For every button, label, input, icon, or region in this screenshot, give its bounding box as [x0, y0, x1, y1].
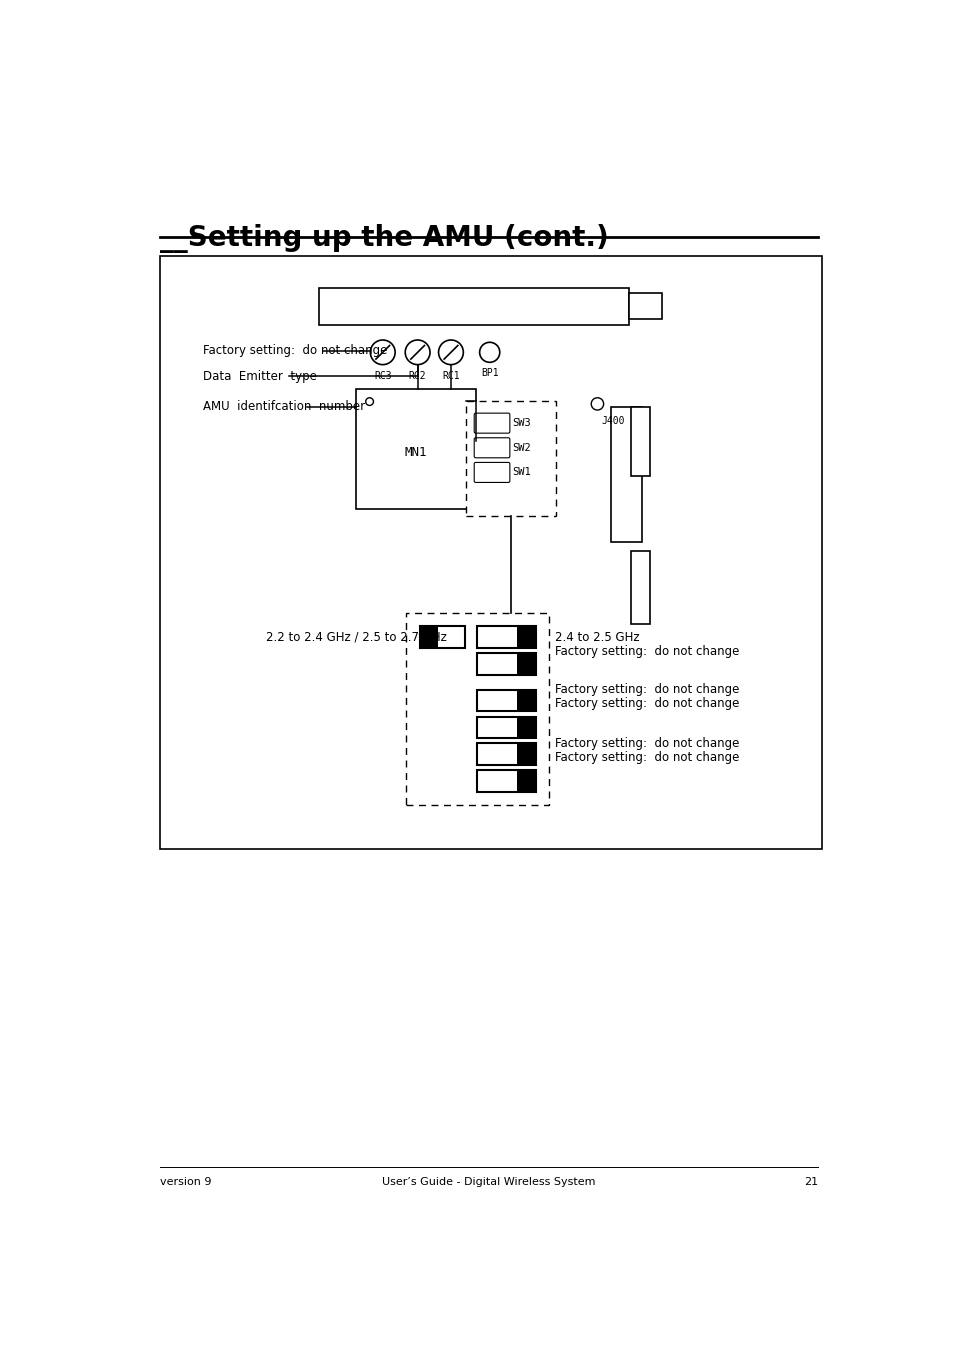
Text: 21: 21: [803, 1177, 818, 1188]
Bar: [420, 627, 437, 647]
Bar: [476, 770, 536, 792]
Bar: [630, 407, 649, 477]
Bar: [630, 551, 649, 624]
Circle shape: [365, 397, 373, 405]
Text: Factory setting:  do not change: Factory setting: do not change: [555, 644, 739, 658]
Text: SW1: SW1: [512, 467, 531, 477]
Circle shape: [591, 397, 603, 411]
Text: J400: J400: [600, 416, 624, 426]
Circle shape: [370, 340, 395, 365]
Text: RC3: RC3: [374, 370, 391, 381]
Bar: [159, 257, 821, 848]
Bar: [355, 389, 476, 508]
Text: Data  Emitter  type: Data Emitter type: [203, 370, 316, 382]
Text: 2.4 to 2.5 GHz: 2.4 to 2.5 GHz: [555, 631, 639, 643]
FancyBboxPatch shape: [474, 462, 509, 482]
Text: Factory setting:  do not change: Factory setting: do not change: [555, 684, 739, 696]
Text: SW2: SW2: [512, 443, 531, 453]
Bar: [476, 716, 536, 738]
Text: User’s Guide - Digital Wireless System: User’s Guide - Digital Wireless System: [382, 1177, 595, 1188]
Bar: [466, 401, 555, 516]
Text: AMU  identifcation  number: AMU identifcation number: [203, 400, 365, 413]
Text: BP1: BP1: [480, 369, 498, 378]
Circle shape: [405, 340, 430, 365]
Text: __Setting up the AMU (cont.): __Setting up the AMU (cont.): [159, 224, 608, 253]
Bar: [629, 293, 661, 319]
Text: version 9: version 9: [159, 1177, 211, 1188]
Bar: [516, 654, 535, 674]
Text: RC2: RC2: [409, 370, 426, 381]
Bar: [516, 744, 535, 765]
Text: 2.2 to 2.4 GHz / 2.5 to 2.7 GHz: 2.2 to 2.4 GHz / 2.5 to 2.7 GHz: [266, 631, 447, 643]
Text: Factory setting:  do not change: Factory setting: do not change: [203, 345, 387, 357]
Text: SW3: SW3: [512, 419, 531, 428]
Bar: [516, 627, 535, 647]
Text: Factory setting:  do not change: Factory setting: do not change: [555, 751, 739, 763]
Bar: [476, 689, 536, 711]
Bar: [611, 407, 641, 542]
Bar: [516, 717, 535, 738]
Bar: [516, 771, 535, 792]
Bar: [476, 743, 536, 765]
Bar: [476, 627, 536, 648]
FancyBboxPatch shape: [474, 438, 509, 458]
Text: Factory setting:  do not change: Factory setting: do not change: [555, 736, 739, 750]
Circle shape: [438, 340, 463, 365]
Bar: [476, 654, 536, 676]
FancyBboxPatch shape: [474, 413, 509, 434]
Circle shape: [479, 342, 499, 362]
Bar: [406, 612, 549, 805]
Bar: [319, 288, 629, 324]
Text: MN1: MN1: [404, 446, 427, 459]
Text: RC1: RC1: [441, 370, 459, 381]
Bar: [516, 690, 535, 711]
Text: Factory setting:  do not change: Factory setting: do not change: [555, 697, 739, 709]
Bar: [419, 627, 464, 648]
